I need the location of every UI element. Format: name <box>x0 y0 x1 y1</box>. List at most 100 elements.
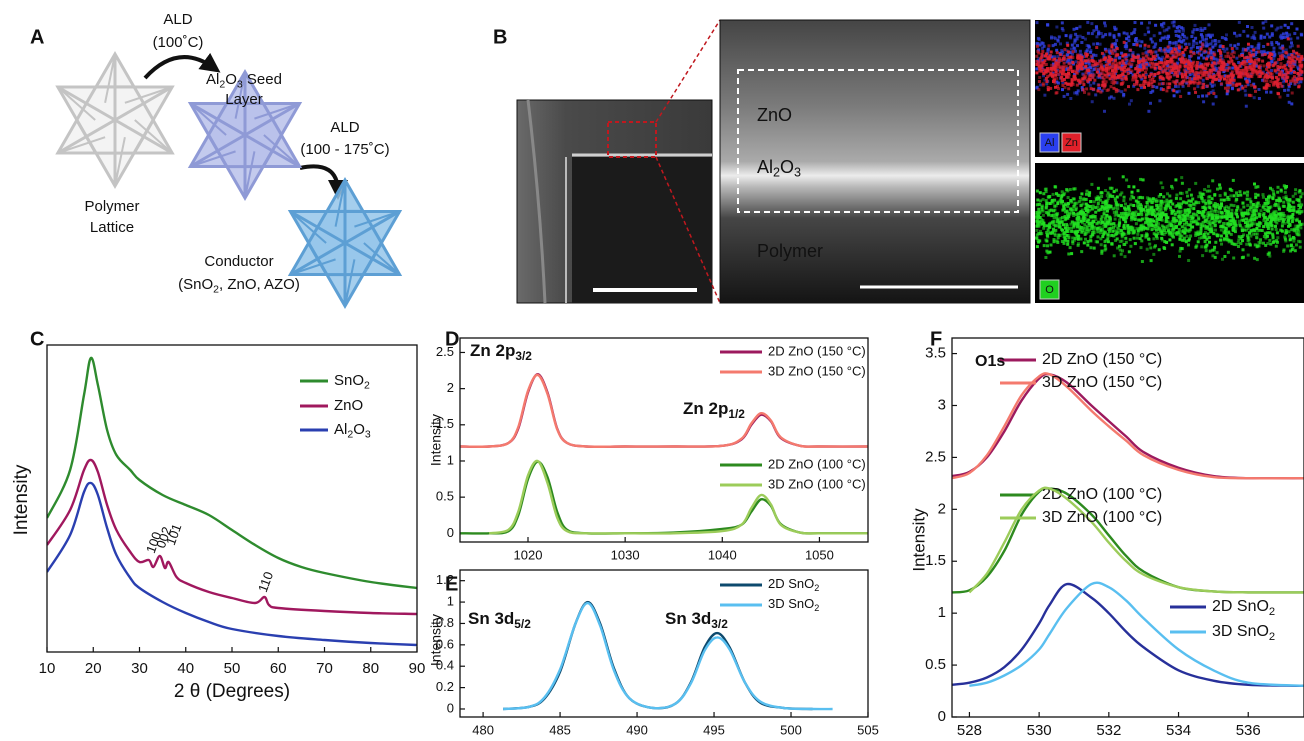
eds-pixel <box>1233 79 1236 82</box>
eds-pixel <box>1086 190 1089 193</box>
eds-pixel <box>1296 233 1299 236</box>
legend-label: 2D ZnO (150 °C) <box>1042 351 1162 368</box>
eds-pixel <box>1116 247 1119 250</box>
eds-pixel <box>1194 182 1197 185</box>
eds-pixel <box>1097 187 1100 190</box>
eds-pixel <box>1179 233 1182 236</box>
eds-pixel <box>1194 37 1197 40</box>
eds-pixel <box>1275 245 1278 248</box>
eds-pixel <box>1099 231 1102 234</box>
eds-pixel <box>1052 209 1055 212</box>
eds-pixel <box>1243 192 1246 195</box>
eds-pixel <box>1105 67 1108 70</box>
eds-pixel <box>1204 67 1207 70</box>
eds-pixel <box>1196 28 1199 31</box>
eds-pixel <box>1266 209 1269 212</box>
eds-pixel <box>1235 243 1238 246</box>
eds-pixel <box>1195 75 1198 78</box>
eds-pixel <box>1184 43 1187 46</box>
eds-pixel <box>1202 57 1205 60</box>
eds-pixel <box>1064 203 1067 206</box>
eds-pixel <box>1220 199 1223 202</box>
eds-pixel <box>1113 254 1116 257</box>
eds-pixel <box>1037 37 1040 40</box>
eds-pixel <box>1171 42 1174 45</box>
eds-pixel <box>1166 60 1169 63</box>
eds-pixel <box>1231 75 1234 78</box>
series-line <box>47 358 417 588</box>
eds-pixel <box>1148 238 1151 241</box>
eds-pixel <box>1147 199 1150 202</box>
map-label: O <box>1045 284 1054 296</box>
eds-pixel <box>1208 241 1211 244</box>
eds-pixel <box>1073 70 1076 73</box>
eds-pixel <box>1219 219 1222 222</box>
eds-pixel <box>1184 210 1187 213</box>
x-tick-label: 1020 <box>514 547 543 562</box>
eds-pixel <box>1292 206 1295 209</box>
eds-pixel <box>1148 21 1151 24</box>
eds-pixel <box>1095 46 1098 49</box>
eds-pixel <box>1291 65 1294 68</box>
eds-pixel <box>1218 183 1221 186</box>
eds-pixel <box>1124 203 1127 206</box>
eds-pixel <box>1187 208 1190 211</box>
eds-pixel <box>1083 227 1086 230</box>
annotation: Zn 2p1/2 <box>683 399 745 421</box>
caption: (100˚C) <box>153 34 204 51</box>
eds-pixel <box>1128 210 1131 213</box>
eds-pixel <box>1244 49 1247 52</box>
eds-pixel <box>1200 245 1203 248</box>
y-tick-label: 3 <box>938 396 946 413</box>
eds-pixel <box>1292 50 1295 53</box>
eds-pixel <box>1089 246 1092 249</box>
eds-pixel <box>1108 32 1111 35</box>
eds-pixel <box>1194 91 1197 94</box>
panel-label: C <box>30 328 44 350</box>
eds-pixel <box>1211 80 1214 83</box>
eds-pixel <box>1203 199 1206 202</box>
eds-pixel <box>1266 43 1269 46</box>
eds-pixel <box>1281 47 1284 50</box>
y-tick-label: 0 <box>938 708 946 725</box>
eds-pixel <box>1271 233 1274 236</box>
eds-pixel <box>1258 241 1261 244</box>
text-part: 1/2 <box>728 407 745 421</box>
eds-pixel <box>1181 57 1184 60</box>
eds-pixel <box>1280 62 1283 65</box>
eds-pixel <box>1249 65 1252 68</box>
eds-pixel <box>1137 40 1140 43</box>
eds-pixel <box>1239 190 1242 193</box>
eds-pixel <box>1184 227 1187 230</box>
eds-pixel <box>1219 238 1222 241</box>
eds-pixel <box>1294 188 1297 191</box>
eds-pixel <box>1190 219 1193 222</box>
eds-pixel <box>1282 205 1285 208</box>
eds-pixel <box>1221 36 1224 39</box>
eds-pixel <box>1199 193 1202 196</box>
eds-pixel <box>1183 201 1186 204</box>
eds-pixel <box>1143 47 1146 50</box>
eds-pixel <box>1282 201 1285 204</box>
x-tick-label: 40 <box>177 660 194 677</box>
eds-pixel <box>1265 91 1268 94</box>
eds-pixel <box>1113 49 1116 52</box>
eds-pixel <box>1150 259 1153 262</box>
text-part: O <box>780 157 794 177</box>
eds-pixel <box>1044 188 1047 191</box>
eds-pixel <box>1118 66 1121 69</box>
eds-pixel <box>1265 80 1268 83</box>
eds-pixel <box>1235 199 1238 202</box>
eds-pixel <box>1297 204 1300 207</box>
eds-pixel <box>1113 74 1116 77</box>
caption: Al2O3 Seed <box>206 71 282 90</box>
eds-pixel <box>1045 63 1048 66</box>
eds-pixel <box>1292 60 1295 63</box>
eds-pixel <box>1282 250 1285 253</box>
eds-pixel <box>1084 233 1087 236</box>
text-part: 3/2 <box>515 349 532 363</box>
eds-pixel <box>1141 196 1144 199</box>
eds-pixel <box>1158 83 1161 86</box>
eds-pixel <box>1059 42 1062 45</box>
eds-pixel <box>1139 84 1142 87</box>
